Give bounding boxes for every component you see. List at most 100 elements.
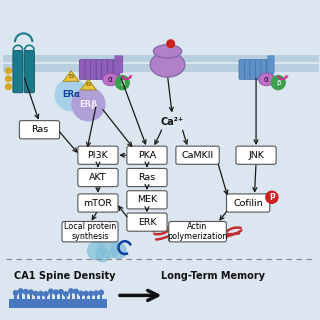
Circle shape	[39, 292, 43, 296]
Circle shape	[94, 291, 98, 295]
Circle shape	[84, 291, 88, 296]
Text: α: α	[108, 75, 113, 84]
Bar	[3, 64, 319, 72]
Circle shape	[266, 191, 278, 203]
FancyBboxPatch shape	[24, 50, 34, 93]
Text: Ras: Ras	[31, 125, 48, 134]
Text: Local protein
synthesis: Local protein synthesis	[64, 222, 116, 241]
Ellipse shape	[153, 45, 182, 58]
Bar	[50, 292, 52, 299]
Circle shape	[99, 237, 119, 258]
Bar	[90, 293, 92, 299]
Bar	[3, 55, 319, 62]
Text: E₂: E₂	[68, 74, 74, 79]
Bar	[100, 292, 102, 299]
FancyBboxPatch shape	[113, 60, 120, 79]
Text: MEK: MEK	[137, 195, 157, 204]
FancyBboxPatch shape	[127, 146, 167, 164]
FancyArrowPatch shape	[227, 230, 241, 234]
Bar	[70, 291, 72, 299]
FancyBboxPatch shape	[250, 60, 257, 79]
Bar	[85, 293, 87, 299]
Bar	[95, 293, 97, 299]
Polygon shape	[81, 79, 96, 90]
FancyBboxPatch shape	[266, 60, 273, 79]
Circle shape	[6, 76, 11, 82]
Circle shape	[64, 292, 68, 296]
Circle shape	[6, 84, 11, 90]
Polygon shape	[63, 71, 79, 81]
FancyBboxPatch shape	[107, 60, 114, 79]
FancyBboxPatch shape	[236, 146, 276, 164]
Circle shape	[28, 290, 33, 294]
Text: P: P	[269, 193, 275, 202]
Ellipse shape	[103, 73, 118, 86]
Bar	[55, 292, 57, 299]
FancyBboxPatch shape	[255, 60, 262, 79]
FancyBboxPatch shape	[115, 55, 123, 73]
FancyArrowPatch shape	[154, 228, 168, 231]
Text: β: β	[120, 80, 124, 85]
Bar	[60, 292, 62, 299]
FancyArrowPatch shape	[155, 230, 169, 234]
Text: Ca²⁺: Ca²⁺	[161, 117, 184, 127]
Circle shape	[115, 76, 129, 90]
Circle shape	[96, 248, 110, 262]
FancyBboxPatch shape	[239, 60, 246, 79]
Text: PKA: PKA	[138, 151, 156, 160]
Circle shape	[6, 68, 11, 74]
Bar	[25, 292, 27, 299]
Text: Long-Term Memory: Long-Term Memory	[161, 271, 265, 281]
Circle shape	[13, 291, 18, 295]
Text: Actin
polymerization: Actin polymerization	[167, 222, 228, 241]
Text: mTOR: mTOR	[84, 198, 112, 207]
Circle shape	[34, 292, 38, 296]
FancyBboxPatch shape	[261, 60, 268, 79]
Circle shape	[59, 290, 63, 294]
Text: γ: γ	[129, 74, 133, 79]
FancyBboxPatch shape	[268, 55, 275, 73]
Circle shape	[99, 290, 103, 295]
FancyBboxPatch shape	[78, 146, 118, 164]
FancyBboxPatch shape	[227, 194, 270, 212]
Circle shape	[72, 88, 105, 121]
Circle shape	[55, 79, 87, 111]
Bar	[29, 292, 32, 299]
FancyBboxPatch shape	[78, 194, 118, 212]
FancyBboxPatch shape	[85, 60, 92, 79]
FancyBboxPatch shape	[62, 221, 118, 242]
Circle shape	[69, 289, 73, 293]
FancyBboxPatch shape	[127, 213, 167, 231]
Circle shape	[49, 289, 53, 294]
Circle shape	[79, 291, 83, 296]
Circle shape	[54, 290, 58, 294]
Ellipse shape	[150, 52, 185, 77]
Circle shape	[24, 290, 28, 294]
Text: ERα: ERα	[62, 90, 80, 99]
FancyBboxPatch shape	[102, 60, 108, 79]
Text: β: β	[276, 80, 280, 85]
Circle shape	[111, 243, 126, 259]
FancyBboxPatch shape	[79, 60, 86, 79]
FancyBboxPatch shape	[91, 60, 97, 79]
Bar	[44, 294, 47, 299]
FancyBboxPatch shape	[13, 50, 23, 93]
Bar	[80, 293, 82, 299]
Bar	[40, 294, 42, 299]
Circle shape	[271, 76, 285, 90]
Circle shape	[74, 289, 78, 294]
Bar	[75, 292, 77, 299]
Circle shape	[89, 291, 93, 296]
Ellipse shape	[259, 73, 275, 86]
FancyBboxPatch shape	[127, 191, 167, 209]
Text: Cofilin: Cofilin	[233, 198, 263, 207]
Circle shape	[87, 242, 105, 260]
Circle shape	[44, 292, 48, 296]
Bar	[14, 293, 17, 299]
Bar	[20, 291, 22, 299]
FancyBboxPatch shape	[78, 168, 118, 187]
Text: α: α	[264, 75, 269, 84]
FancyBboxPatch shape	[176, 146, 219, 164]
Text: AKT: AKT	[89, 173, 107, 182]
FancyArrowPatch shape	[227, 228, 241, 231]
